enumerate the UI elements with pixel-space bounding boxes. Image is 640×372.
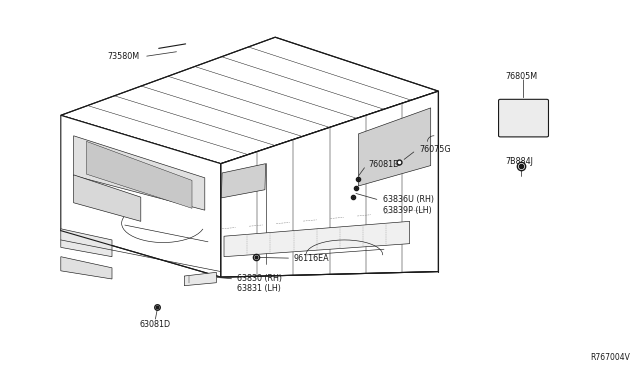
Text: 63839P (LH): 63839P (LH) — [383, 206, 431, 215]
Polygon shape — [61, 229, 112, 257]
Polygon shape — [358, 108, 431, 186]
Text: 7B884J: 7B884J — [506, 157, 534, 166]
Text: 63831 (LH): 63831 (LH) — [237, 284, 281, 293]
Polygon shape — [184, 272, 216, 286]
Polygon shape — [61, 37, 438, 164]
Text: 76805M: 76805M — [506, 72, 538, 81]
Polygon shape — [221, 164, 266, 198]
Text: 63081D: 63081D — [140, 320, 170, 329]
Polygon shape — [61, 115, 221, 277]
Polygon shape — [224, 221, 410, 257]
Polygon shape — [74, 136, 205, 210]
Text: 96116EA: 96116EA — [293, 254, 329, 263]
Polygon shape — [61, 257, 112, 279]
Text: 63836U (RH): 63836U (RH) — [383, 195, 434, 204]
Polygon shape — [221, 91, 438, 277]
Text: R767004V: R767004V — [591, 353, 630, 362]
Text: 76075G: 76075G — [419, 145, 451, 154]
Polygon shape — [74, 175, 141, 221]
Text: 63830 (RH): 63830 (RH) — [237, 274, 282, 283]
Polygon shape — [86, 141, 192, 208]
FancyBboxPatch shape — [499, 99, 548, 137]
Text: 76081D: 76081D — [369, 160, 400, 169]
Text: 73580M: 73580M — [108, 52, 140, 61]
